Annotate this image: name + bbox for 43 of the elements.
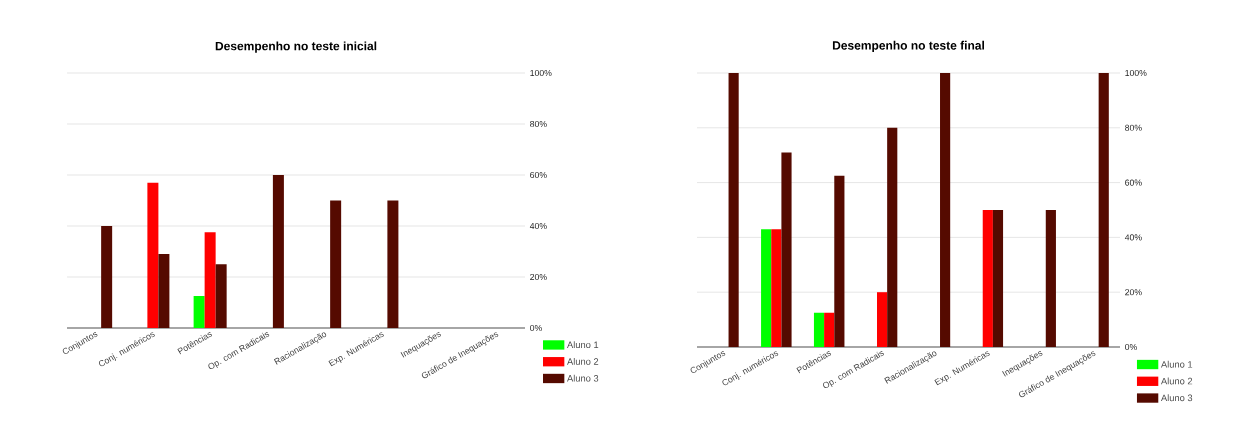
bar	[761, 229, 772, 347]
bar	[813, 312, 825, 347]
bar	[771, 229, 782, 347]
bar	[876, 292, 888, 347]
bar	[728, 72, 739, 347]
y-tick-label: 0%	[1125, 343, 1137, 351]
bar	[982, 209, 993, 347]
bar	[387, 200, 399, 328]
bar	[834, 175, 845, 347]
y-tick-label: 80%	[1125, 124, 1142, 131]
bar	[992, 209, 1004, 347]
y-tick-label: 60%	[530, 171, 547, 179]
bar	[158, 254, 170, 328]
legend-label: Aluno 1	[567, 341, 599, 349]
bar	[215, 264, 227, 328]
bar	[781, 152, 792, 347]
chart-title: Desempenho no teste inicial	[215, 41, 377, 53]
y-tick-label: 20%	[530, 273, 547, 281]
chart-title: Desempenho no teste final	[832, 40, 984, 53]
legend-label: Aluno 2	[567, 358, 599, 365]
bar	[887, 127, 898, 347]
legend-label: Aluno 3	[1160, 394, 1193, 402]
y-tick-label: 0%	[530, 324, 542, 332]
bar	[940, 72, 951, 347]
bar	[1045, 209, 1056, 347]
bar	[204, 232, 216, 328]
y-tick-label: 80%	[530, 120, 547, 128]
legend-label: Aluno 2	[1160, 377, 1193, 385]
bar	[824, 312, 835, 347]
y-tick-label: 20%	[1125, 289, 1142, 296]
legend-label: Aluno 1	[1160, 360, 1193, 368]
bar	[272, 174, 284, 328]
bar	[147, 182, 159, 328]
bar	[1098, 72, 1109, 347]
bar	[193, 296, 205, 328]
y-tick-label: 100%	[1125, 69, 1147, 77]
bar	[330, 200, 342, 328]
y-tick-label: 100%	[530, 69, 552, 77]
y-tick-label: 40%	[1124, 234, 1142, 241]
y-tick-label: 40%	[529, 222, 547, 230]
y-tick-label: 60%	[1125, 179, 1142, 186]
legend-label: Aluno 3	[567, 374, 599, 382]
bar	[101, 225, 113, 328]
